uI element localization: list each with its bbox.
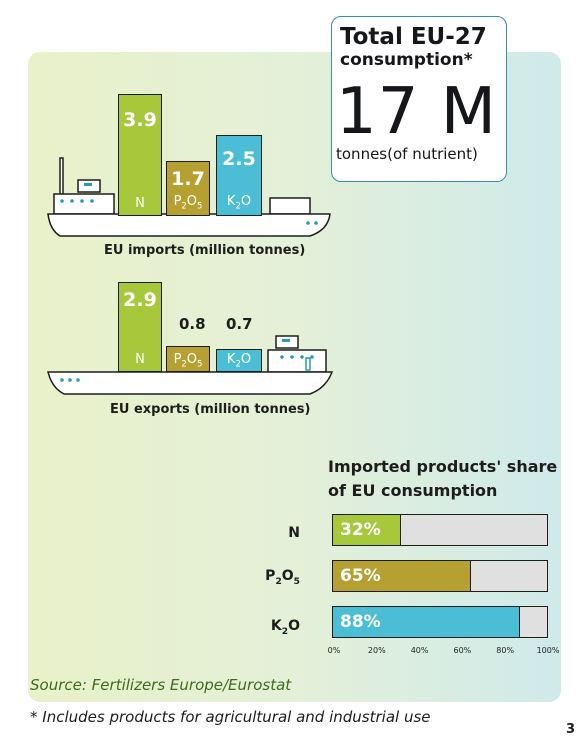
- import-bar-p2o5: 1.7 P2O5: [166, 161, 210, 216]
- export-ship-icon: [47, 335, 334, 395]
- share-bar-p2o5-fill: [333, 561, 472, 591]
- export-bar-n: 2.9 N: [118, 282, 162, 372]
- x-tick-label: 0%: [327, 646, 341, 655]
- exports-caption: EU exports (million tonnes): [110, 402, 311, 417]
- total-consumption-box: Total EU-27 consumption* 17 M tonnes(of …: [331, 16, 507, 182]
- export-bar-k2o: K2O: [216, 349, 262, 372]
- share-bar-n-fill: [333, 515, 402, 545]
- import-bar-n-label: N: [135, 196, 145, 211]
- imports-caption: EU imports (million tonnes): [104, 243, 306, 258]
- share-bar-k2o-fill: [333, 607, 521, 637]
- share-bar-n-value: 32%: [340, 520, 381, 540]
- import-bar-n-value: 3.9: [123, 109, 157, 131]
- import-ship-icon: [47, 157, 331, 237]
- total-value: 17 M: [336, 75, 497, 149]
- export-k2o-value: 0.7: [226, 315, 253, 333]
- x-tick-label: 100%: [536, 646, 560, 655]
- import-bar-p2o5-label: P2O5: [173, 194, 203, 211]
- x-tick-label: 60%: [453, 646, 472, 655]
- share-bar-k2o: 88%: [332, 606, 548, 638]
- export-bar-n-label: N: [135, 352, 145, 367]
- share-bar-k2o-value: 88%: [340, 612, 381, 632]
- share-category-p2o5: P2O5: [265, 568, 300, 587]
- export-p2o5-value: 0.8: [179, 315, 206, 333]
- import-bar-k2o: 2.5 K2O: [216, 135, 262, 216]
- export-bar-p2o5: P2O5: [166, 346, 210, 372]
- x-tick-label: 40%: [410, 646, 429, 655]
- import-bar-k2o-label: K2O: [226, 194, 252, 211]
- footnote: * Includes products for agricultural and…: [30, 708, 431, 726]
- import-bar-n: 3.9 N: [118, 94, 162, 216]
- share-bar-n: 32%: [332, 514, 548, 546]
- import-bar-p2o5-value: 1.7: [171, 168, 205, 190]
- export-bar-k2o-label: K2O: [226, 352, 252, 369]
- page-number: 3: [566, 722, 576, 737]
- share-bar-p2o5-value: 65%: [340, 566, 381, 586]
- share-category-k2o: K2O: [270, 618, 300, 637]
- x-tick-label: 20%: [367, 646, 386, 655]
- x-tick-label: 80%: [496, 646, 515, 655]
- total-subtitle: consumption*: [340, 50, 473, 70]
- import-bar-k2o-value: 2.5: [222, 148, 256, 170]
- total-unit: tonnes(of nutrient): [336, 145, 478, 163]
- source-text: Source: Fertilizers Europe/Eurostat: [30, 676, 292, 694]
- share-category-n: N: [288, 525, 300, 541]
- export-bar-n-value: 2.9: [123, 289, 157, 311]
- share-chart-title: Imported products' share of EU consumpti…: [328, 457, 558, 500]
- export-bar-p2o5-label: P2O5: [173, 352, 203, 369]
- share-bar-p2o5: 65%: [332, 560, 548, 592]
- total-title: Total EU-27: [340, 24, 487, 50]
